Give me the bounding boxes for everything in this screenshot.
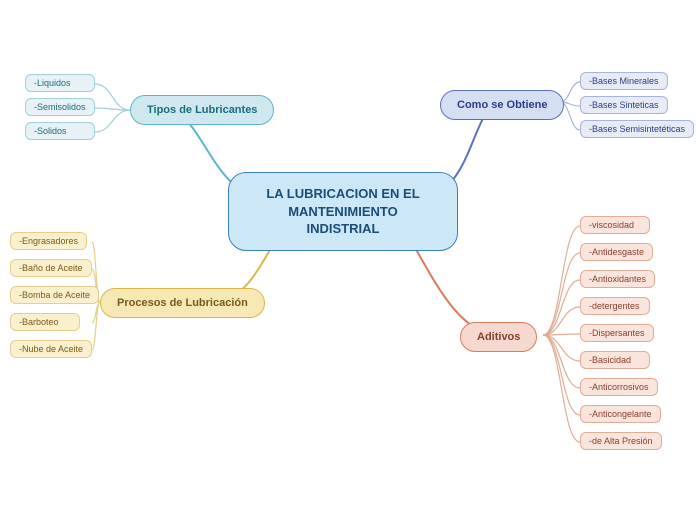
aditivos-branch: Aditivos: [460, 322, 537, 352]
procesos-leaf-0: -Engrasadores: [10, 232, 87, 250]
center-node: LA LUBRICACION EN ELMANTENIMIENTO INDIST…: [228, 172, 458, 251]
procesos-leaf-3: -Barboteo: [10, 313, 80, 331]
como-branch: Como se Obtiene: [440, 90, 564, 120]
aditivos-leaf-2: -Antioxidantes: [580, 270, 655, 288]
como-leaf-0: -Bases Minerales: [580, 72, 668, 90]
aditivos-leaf-5: -Basicidad: [580, 351, 650, 369]
como-leaf-1: -Bases Sinteticas: [580, 96, 668, 114]
como-leaf-2: -Bases Semisintetéticas: [580, 120, 694, 138]
tipos-leaf-0: -Liquidos: [25, 74, 95, 92]
aditivos-leaf-8: -de Alta Presión: [580, 432, 662, 450]
aditivos-leaf-4: -Dispersantes: [580, 324, 654, 342]
tipos-leaf-1: -Semisolidos: [25, 98, 95, 116]
tipos-branch: Tipos de Lubricantes: [130, 95, 274, 125]
procesos-leaf-2: -Bomba de Aceite: [10, 286, 99, 304]
procesos-leaf-4: -Nube de Aceite: [10, 340, 92, 358]
aditivos-leaf-3: -detergentes: [580, 297, 650, 315]
aditivos-leaf-6: -Anticorrosivos: [580, 378, 658, 396]
procesos-branch: Procesos de Lubricación: [100, 288, 265, 318]
aditivos-leaf-7: -Anticongelante: [580, 405, 661, 423]
procesos-leaf-1: -Baño de Aceite: [10, 259, 92, 277]
aditivos-leaf-0: -viscosidad: [580, 216, 650, 234]
tipos-leaf-2: -Solidos: [25, 122, 95, 140]
aditivos-leaf-1: -Antidesgaste: [580, 243, 653, 261]
